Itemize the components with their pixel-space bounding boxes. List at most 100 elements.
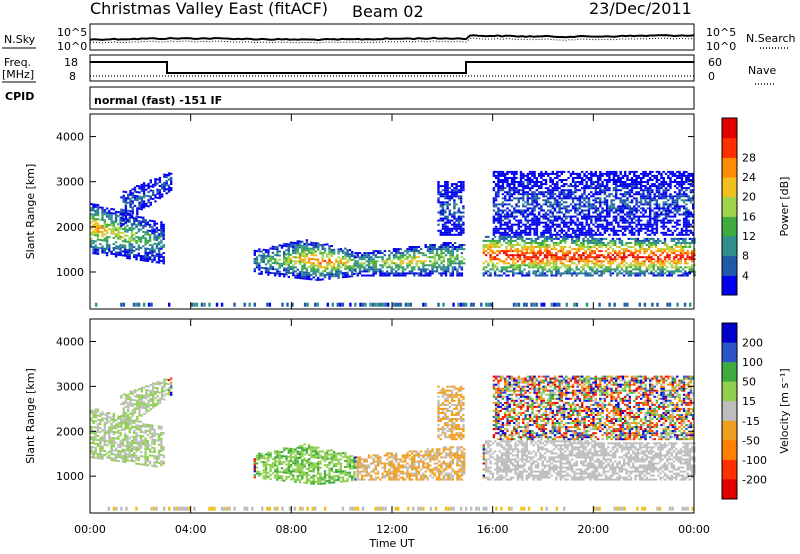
range-cell xyxy=(453,211,456,214)
range-cell xyxy=(685,181,688,183)
range-cell xyxy=(433,244,436,246)
range-cell xyxy=(643,252,646,255)
range-cell xyxy=(647,272,651,275)
range-cell xyxy=(654,239,658,242)
range-cell xyxy=(621,221,625,224)
range-cell xyxy=(162,244,165,246)
range-cell xyxy=(581,225,584,228)
range-cell xyxy=(688,242,692,244)
range-cell xyxy=(551,205,554,208)
range-cell xyxy=(612,181,616,183)
ground-cell xyxy=(666,302,669,307)
range-cell xyxy=(96,228,100,231)
range-cell xyxy=(507,256,510,259)
range-cell xyxy=(626,174,629,177)
range-cell xyxy=(328,261,331,264)
range-cell xyxy=(647,256,651,259)
range-cell xyxy=(372,270,375,273)
range-cell xyxy=(605,174,609,177)
range-cell xyxy=(615,217,618,220)
range-cell xyxy=(280,273,284,276)
range-cell xyxy=(142,230,145,233)
range-cell xyxy=(441,233,445,236)
noise-tick-top-right: 10^5 xyxy=(706,26,736,39)
range-cell xyxy=(682,187,686,190)
range-cell xyxy=(580,266,583,269)
range-cell xyxy=(508,195,511,198)
range-cell xyxy=(310,262,313,265)
range-cell xyxy=(314,246,318,249)
range-cell xyxy=(310,274,313,277)
range-cell xyxy=(341,272,345,275)
range-cell xyxy=(636,237,639,240)
range-cell xyxy=(501,211,505,214)
range-cell xyxy=(283,263,286,266)
range-cell xyxy=(358,262,362,265)
range-cell xyxy=(441,217,445,220)
range-cell xyxy=(564,266,567,269)
range-cell xyxy=(395,254,398,257)
range-cell xyxy=(594,199,597,202)
range-cell xyxy=(335,270,338,273)
range-cell xyxy=(580,248,583,251)
range-cell xyxy=(562,183,566,186)
range-cell xyxy=(437,229,440,232)
range-cell xyxy=(170,180,173,183)
range-cell xyxy=(498,237,501,240)
range-cell xyxy=(397,258,400,261)
range-cell xyxy=(442,256,445,259)
range-cell xyxy=(575,244,578,246)
range-cell xyxy=(659,260,662,263)
range-cell xyxy=(353,266,356,269)
range-cell xyxy=(675,250,678,253)
range-cell xyxy=(348,269,352,272)
range-cell xyxy=(692,231,695,234)
range-cell xyxy=(551,170,554,173)
range-cell xyxy=(130,237,134,240)
range-cell xyxy=(129,216,132,219)
range-cell xyxy=(532,254,535,257)
range-cell xyxy=(680,233,684,236)
range-cell xyxy=(623,254,626,257)
range-cell xyxy=(589,260,592,263)
range-cell xyxy=(630,227,634,230)
range-cell xyxy=(131,194,134,197)
range-cell xyxy=(668,254,671,257)
range-cell xyxy=(574,205,577,208)
range-cell xyxy=(140,206,143,209)
range-cell xyxy=(649,221,652,224)
range-cell xyxy=(681,254,685,257)
range-cell xyxy=(128,255,131,258)
range-cell xyxy=(337,268,340,271)
range-cell xyxy=(459,217,463,220)
range-cell xyxy=(541,274,544,277)
range-cell xyxy=(314,242,318,245)
range-cell xyxy=(667,205,670,208)
range-cell xyxy=(638,252,642,255)
range-cell xyxy=(510,223,514,226)
range-cell xyxy=(571,172,575,175)
range-cell xyxy=(616,268,619,271)
range-cell xyxy=(553,227,557,230)
range-cell xyxy=(439,233,442,236)
range-cell xyxy=(687,174,690,177)
range-cell xyxy=(101,206,104,209)
range-cell xyxy=(298,262,302,265)
range-cell xyxy=(644,181,647,183)
ground-cell xyxy=(349,302,352,307)
range-cell xyxy=(526,213,529,216)
range-cell xyxy=(526,219,529,222)
range-cell xyxy=(553,197,557,200)
range-cell xyxy=(596,223,600,226)
ground-cell xyxy=(266,302,269,307)
range-cell xyxy=(608,189,611,192)
range-cell xyxy=(553,223,557,226)
range-cell xyxy=(444,203,447,206)
range-cell xyxy=(583,172,586,175)
range-cell xyxy=(156,196,159,199)
range-cell xyxy=(135,242,138,245)
range-cell xyxy=(530,252,533,255)
range-cell xyxy=(133,196,137,199)
range-cell xyxy=(276,254,279,257)
range-cell xyxy=(682,233,686,236)
